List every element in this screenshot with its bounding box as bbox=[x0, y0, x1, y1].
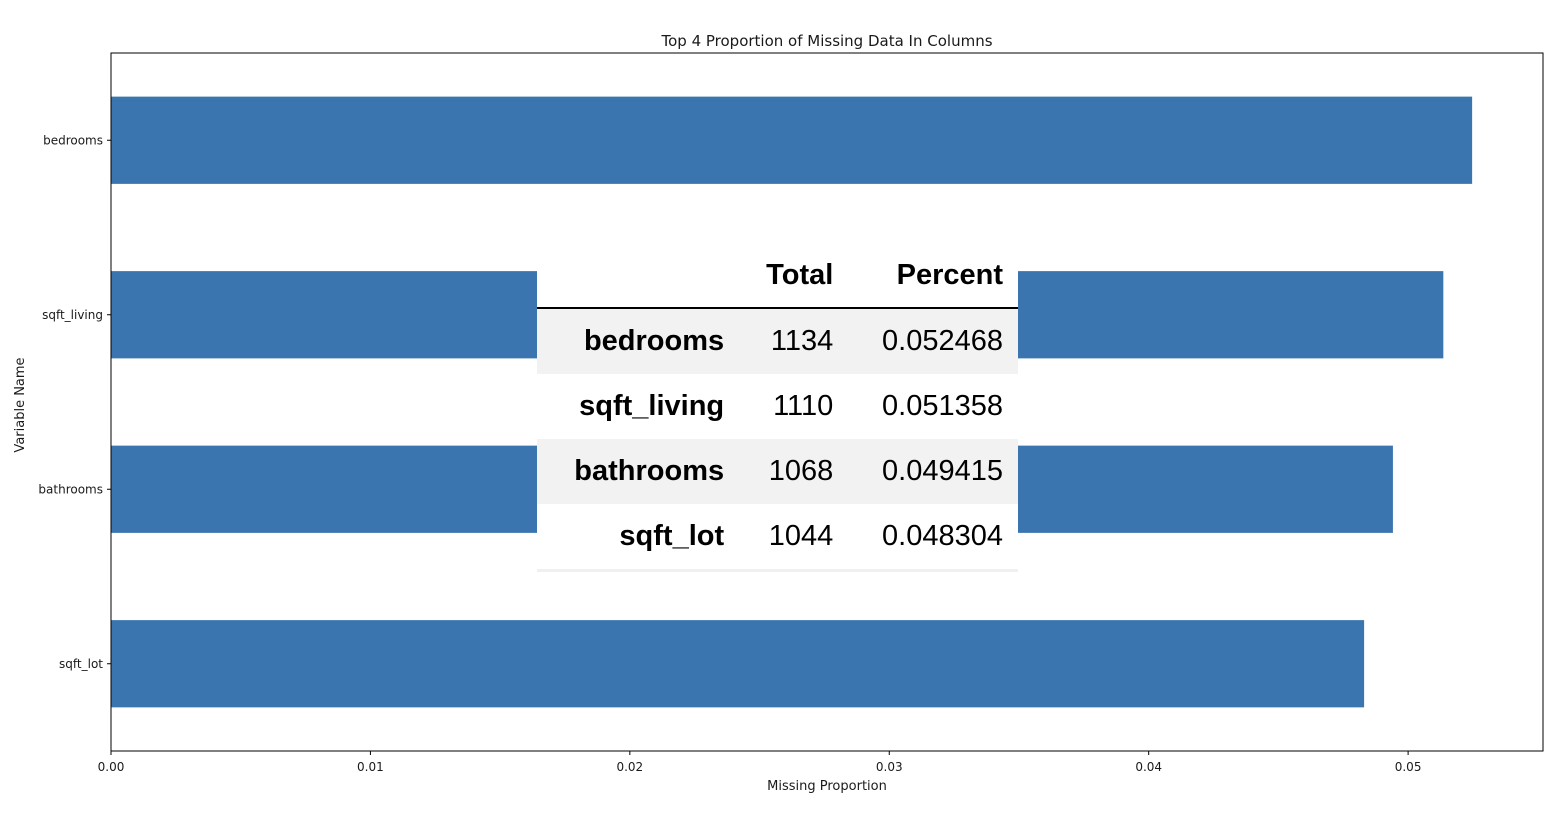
missing-data-table: Total Percent bedrooms 1134 0.052468 sqf… bbox=[537, 244, 1018, 572]
x-axis-label: Missing Proportion bbox=[767, 779, 887, 794]
x-tick-label: 0.02 bbox=[616, 760, 643, 774]
row-total: 1044 bbox=[739, 504, 849, 572]
y-tick-label: bedrooms bbox=[43, 133, 103, 147]
row-total: 1068 bbox=[739, 439, 849, 504]
x-tick-label: 0.05 bbox=[1395, 760, 1422, 774]
row-name: sqft_lot bbox=[537, 504, 740, 572]
x-tick-label: 0.01 bbox=[357, 760, 384, 774]
y-tick-label: sqft_living bbox=[42, 308, 103, 322]
bars-layer bbox=[111, 96, 1473, 708]
y-tick-label: sqft_lot bbox=[59, 657, 103, 671]
row-total: 1110 bbox=[773, 390, 834, 422]
y-axis: bedrooms sqft_living bathrooms sqft_lot bbox=[38, 133, 111, 671]
row-percent: 0.049415 bbox=[848, 439, 1018, 504]
header-index bbox=[537, 244, 740, 309]
bar-bedrooms bbox=[111, 96, 1473, 184]
row-name: bathrooms bbox=[537, 439, 740, 504]
table-row: bathrooms 1068 0.049415 bbox=[537, 439, 1018, 504]
x-tick-label: 0.00 bbox=[98, 760, 125, 774]
bar-sqft_lot bbox=[111, 620, 1365, 708]
table-row: sqft_living 1110 0.051358 bbox=[537, 374, 1018, 439]
table-row: bedrooms 1134 0.052468 bbox=[537, 308, 1018, 374]
table-row: sqft_lot 1044 0.048304 bbox=[537, 504, 1018, 572]
x-tick-label: 0.04 bbox=[1135, 760, 1162, 774]
header-total: Total bbox=[739, 244, 849, 309]
row-total: 1134 bbox=[739, 308, 849, 374]
row-name: bedrooms bbox=[537, 308, 740, 374]
row-name: sqft_living bbox=[579, 390, 725, 422]
header-percent: Percent bbox=[848, 244, 1018, 309]
row-percent: 0.048304 bbox=[848, 504, 1018, 572]
table-header-row: Total Percent bbox=[537, 244, 1018, 309]
chart-title: Top 4 Proportion of Missing Data In Colu… bbox=[660, 32, 992, 50]
row-percent: 0.052468 bbox=[848, 308, 1018, 374]
plot-frame bbox=[110, 52, 1544, 752]
x-axis: 0.00 0.01 0.02 0.03 0.04 0.05 bbox=[98, 751, 1422, 774]
y-axis-label: Variable Name bbox=[13, 357, 28, 452]
y-tick-label: bathrooms bbox=[38, 482, 103, 496]
row-percent: 0.051358 bbox=[882, 390, 1003, 422]
x-tick-label: 0.03 bbox=[876, 760, 903, 774]
